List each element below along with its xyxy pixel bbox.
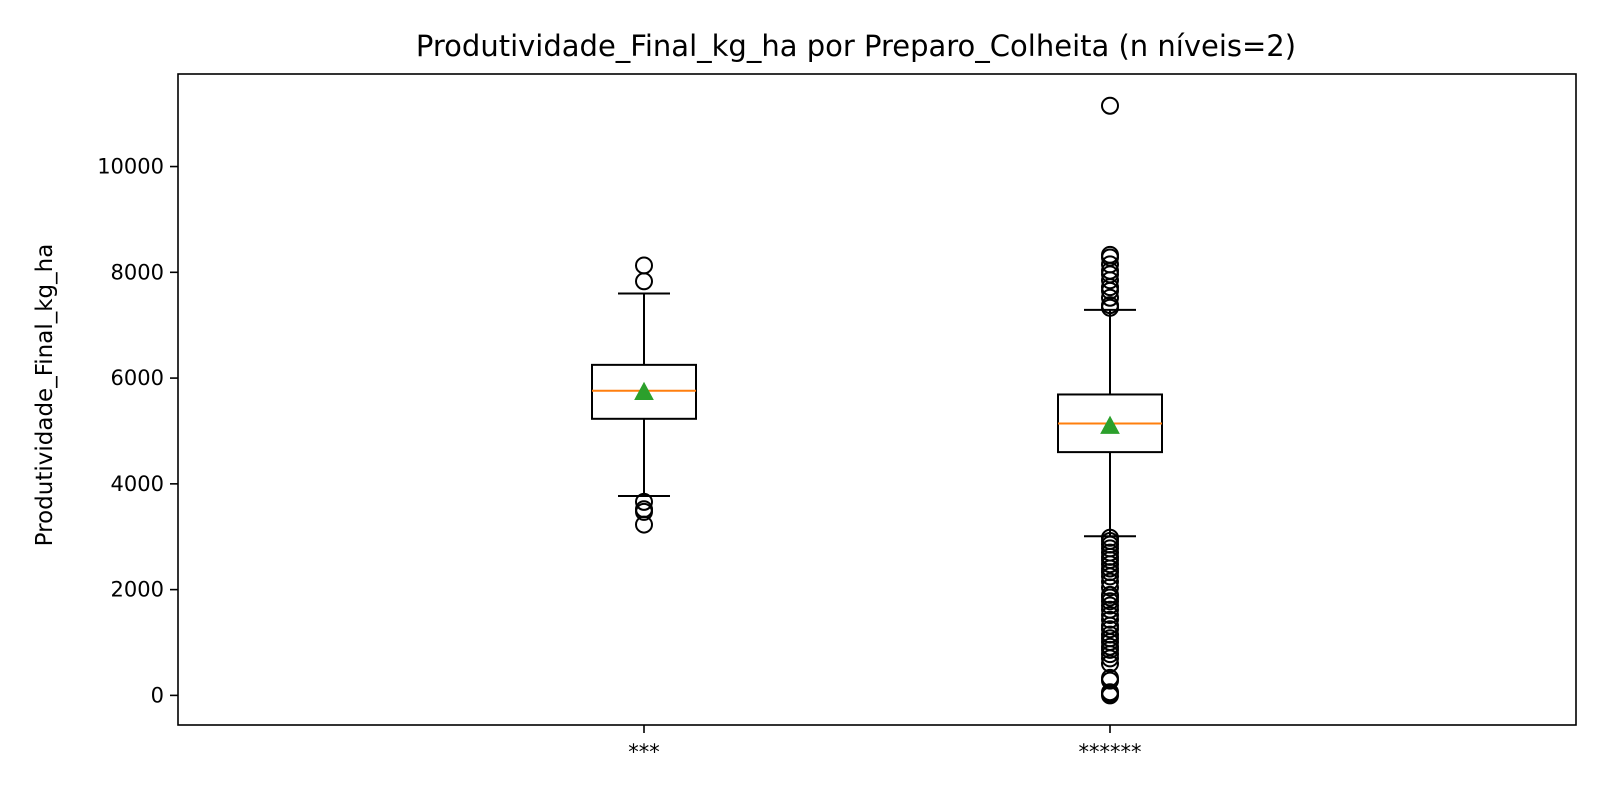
iqr-box (591, 363, 697, 420)
outlier-point (1101, 572, 1119, 591)
y-tick-label: 10000 (97, 155, 164, 179)
outlier-point (1101, 585, 1119, 604)
outlier-point (1101, 255, 1119, 274)
y-tick-label: 8000 (111, 260, 164, 284)
outlier-point (1101, 637, 1119, 656)
y-tick-label: 4000 (111, 472, 164, 496)
outlier-point (1101, 528, 1119, 547)
outlier-point (1101, 610, 1119, 629)
chart-title: Produtividade_Final_kg_ha por Preparo_Co… (416, 29, 1296, 63)
mean-marker (634, 381, 654, 400)
outlier-point (1101, 606, 1119, 625)
outlier-point (1101, 625, 1119, 644)
outlier-point (1101, 288, 1119, 307)
outlier-point (1101, 596, 1119, 615)
outlier-point (1101, 245, 1119, 264)
y-tick-label: 2000 (111, 578, 164, 602)
outlier-point (1101, 600, 1119, 619)
outlier-point (635, 500, 653, 519)
y-axis-label: Produtividade_Final_kg_ha (32, 244, 58, 547)
outlier-point (1101, 296, 1119, 315)
plot-frame (177, 73, 1577, 726)
outlier-point (1101, 683, 1119, 702)
outlier-point (635, 256, 653, 275)
y-tick-label: 6000 (111, 366, 164, 390)
mean-marker (1100, 415, 1120, 434)
outlier-point (1101, 96, 1119, 115)
y-tick-label: 0 (151, 683, 164, 707)
outlier-point (1101, 543, 1119, 562)
outlier-point (1101, 668, 1119, 687)
x-tick-label: ****** (1079, 740, 1142, 764)
outlier-point (635, 492, 653, 511)
x-tick-label: *** (628, 740, 660, 764)
